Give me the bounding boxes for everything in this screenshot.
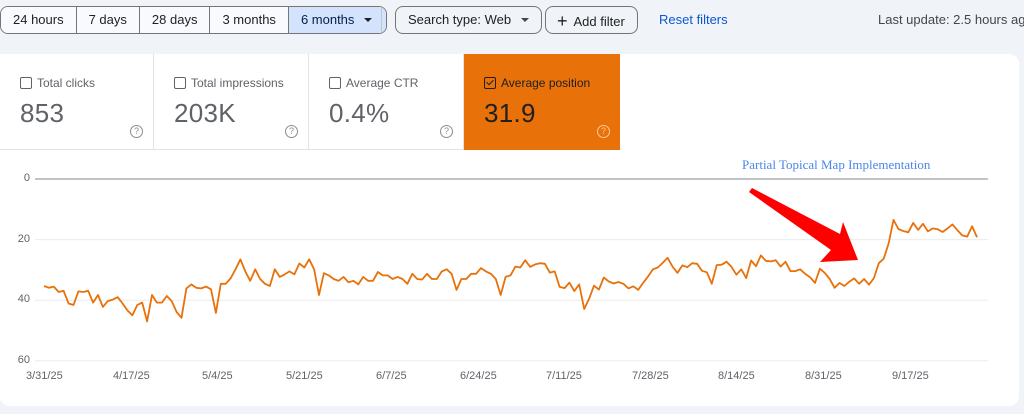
x-tick-label: 4/17/25 — [113, 370, 150, 382]
checkbox-checked-icon[interactable] — [484, 77, 496, 89]
plus-icon: + — [557, 11, 568, 31]
metric-tiles: Total clicks 853 ? Total impressions 203… — [0, 54, 620, 150]
x-tick-label: 6/7/25 — [376, 370, 407, 382]
last-update-text: Last update: 2.5 hours ag — [878, 12, 1024, 27]
search-type-label: Search type: Web — [408, 12, 512, 27]
average-position-line — [43, 219, 978, 323]
metric-label: Average CTR — [346, 76, 419, 90]
date-range-6-months-label: 6 months — [300, 12, 355, 27]
x-tick-label: 7/11/25 — [546, 370, 582, 382]
red-arrow-icon — [749, 188, 858, 262]
x-tick-label: 7/28/25 — [632, 370, 669, 382]
metric-value: 203K — [174, 98, 236, 128]
line-chart — [35, 178, 988, 362]
metric-tile-average-position[interactable]: Average position 31.9 ? — [464, 54, 620, 150]
date-range-28-days[interactable]: 28 days — [139, 7, 211, 33]
add-filter-label: Add filter — [573, 14, 625, 29]
position-chart: Partial Topical Map Implementation 0 20 … — [0, 150, 1019, 406]
date-range-24-hours[interactable]: 24 hours — [1, 7, 77, 33]
metric-value: 853 — [20, 98, 65, 128]
y-tick-label: 20 — [17, 233, 30, 245]
toolbar-divider — [381, 8, 382, 32]
x-tick-label: 6/24/25 — [460, 370, 497, 382]
date-range-6-months[interactable]: 6 months — [288, 7, 387, 33]
x-tick-label: 9/17/25 — [892, 370, 929, 382]
x-tick-label: 8/14/25 — [718, 370, 755, 382]
x-tick-label: 5/4/25 — [202, 370, 233, 382]
metric-value: 0.4% — [329, 98, 390, 128]
checkbox-icon[interactable] — [329, 77, 341, 89]
date-range-selector: 24 hours 7 days 28 days 3 months 6 month… — [0, 6, 388, 34]
help-icon[interactable]: ? — [597, 125, 610, 138]
checkbox-icon[interactable] — [174, 77, 186, 89]
metric-tile-average-ctr[interactable]: Average CTR 0.4% ? — [309, 54, 464, 150]
date-range-3-months[interactable]: 3 months — [210, 7, 289, 33]
chart-annotation: Partial Topical Map Implementation — [742, 157, 931, 172]
metric-tile-total-clicks[interactable]: Total clicks 853 ? — [0, 54, 154, 150]
chevron-down-icon — [364, 17, 373, 22]
help-icon[interactable]: ? — [285, 125, 298, 138]
help-icon[interactable]: ? — [130, 125, 143, 138]
search-type-dropdown[interactable]: Search type: Web — [395, 6, 543, 34]
metric-label: Total clicks — [37, 76, 96, 90]
add-filter-button[interactable]: + Add filter — [545, 6, 638, 34]
y-tick-label: 40 — [17, 293, 30, 305]
help-icon[interactable]: ? — [440, 125, 453, 138]
x-tick-label: 3/31/25 — [26, 370, 63, 382]
metric-tile-total-impressions[interactable]: Total impressions 203K ? — [154, 54, 309, 150]
metric-value: 31.9 — [484, 98, 536, 128]
reset-filters-link[interactable]: Reset filters — [659, 12, 728, 27]
date-range-7-days[interactable]: 7 days — [76, 7, 140, 33]
performance-card: Total clicks 853 ? Total impressions 203… — [0, 54, 1019, 406]
toolbar: 24 hours 7 days 28 days 3 months 6 month… — [0, 0, 1024, 44]
metric-label: Total impressions — [191, 76, 284, 90]
x-tick-label: 8/31/25 — [805, 370, 842, 382]
y-tick-label: 60 — [17, 354, 30, 366]
x-tick-label: 5/21/25 — [286, 370, 323, 382]
y-tick-label: 0 — [23, 172, 30, 184]
chevron-down-icon — [521, 17, 530, 22]
checkbox-icon[interactable] — [20, 77, 32, 89]
metric-label: Average position — [501, 76, 591, 90]
